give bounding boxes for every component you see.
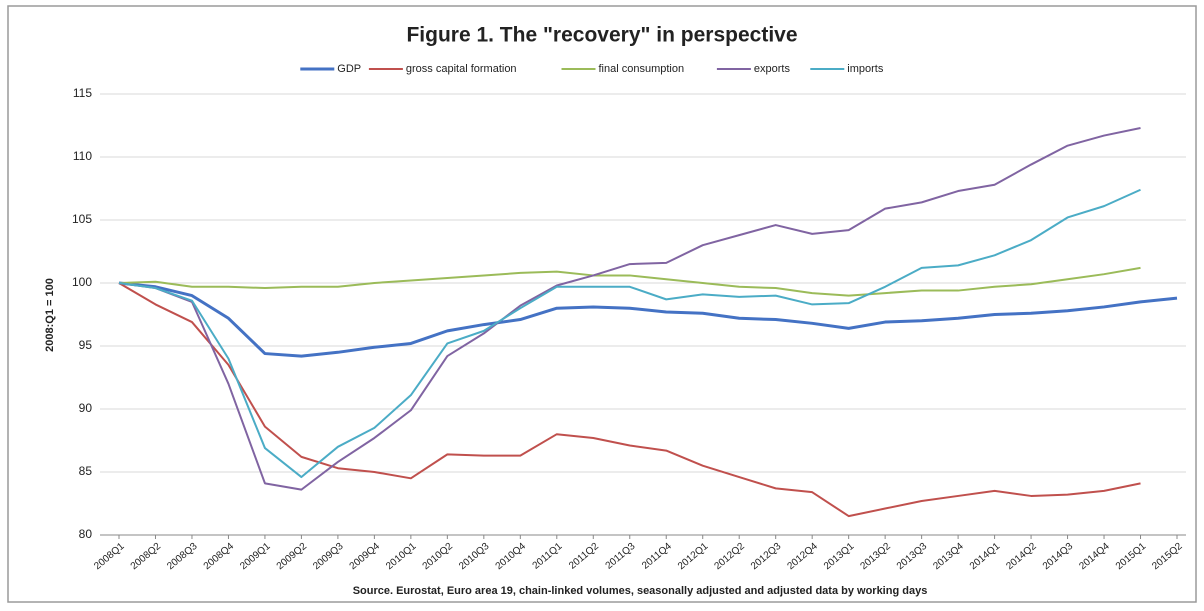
y-tick-label: 80: [79, 527, 93, 541]
y-tick-label: 110: [73, 149, 92, 163]
y-tick-label: 95: [79, 338, 93, 352]
data-line: [118, 281, 1178, 358]
chart-frame: [7, 5, 1197, 603]
data-line: [118, 282, 1141, 518]
y-tick-label: 100: [72, 275, 92, 289]
y-tick-label: 115: [73, 86, 92, 100]
data-line: [118, 127, 1141, 491]
legend-label: gross capital formation: [406, 63, 517, 75]
data-line: [118, 188, 1141, 479]
source-note: Source. Eurostat, Euro area 19, chain-li…: [353, 585, 928, 597]
legend-label: exports: [754, 63, 791, 75]
data-line: [118, 266, 1141, 297]
y-tick-label: 90: [79, 401, 93, 415]
y-tick-label: 105: [72, 212, 92, 226]
legend-label: imports: [847, 63, 884, 75]
chart-title: Figure 1. The "recovery" in perspective: [406, 24, 797, 47]
legend-label: final consumption: [599, 63, 685, 75]
y-tick-label: 85: [79, 464, 93, 478]
legend-label: GDP: [337, 63, 361, 75]
y-axis-label: 2008:Q1 = 100: [44, 278, 56, 352]
